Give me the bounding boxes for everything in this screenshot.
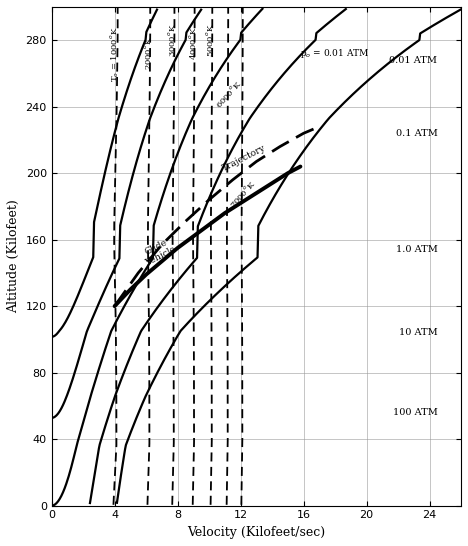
Text: 1.0 ATM: 1.0 ATM xyxy=(395,245,438,254)
Text: 5000$^o$K: 5000$^o$K xyxy=(205,23,215,57)
Text: 7000$^o$K: 7000$^o$K xyxy=(227,177,257,210)
Text: Trajectory: Trajectory xyxy=(220,144,267,173)
Text: 0.1 ATM: 0.1 ATM xyxy=(395,129,438,138)
Text: 10 ATM: 10 ATM xyxy=(399,328,438,337)
Text: 3000$^o$K: 3000$^o$K xyxy=(167,23,177,57)
Text: 6000$^o$K: 6000$^o$K xyxy=(212,78,243,110)
Y-axis label: Altitude (Kilofeet): Altitude (Kilofeet) xyxy=(7,199,20,313)
Text: p$_o$ = 0.01 ATM: p$_o$ = 0.01 ATM xyxy=(300,47,370,60)
X-axis label: Velocity (Kilofeet/sec): Velocity (Kilofeet/sec) xyxy=(187,526,325,539)
Text: 2000$^o$K: 2000$^o$K xyxy=(142,37,153,70)
Text: T$_o$ = 1000$^o$K: T$_o$ = 1000$^o$K xyxy=(109,26,121,82)
Text: 4000$^o$K: 4000$^o$K xyxy=(187,26,197,60)
Text: 100 ATM: 100 ATM xyxy=(393,408,438,417)
Text: Glide
Vehicle: Glide Vehicle xyxy=(139,236,178,268)
Text: 0.01 ATM: 0.01 ATM xyxy=(389,56,438,64)
